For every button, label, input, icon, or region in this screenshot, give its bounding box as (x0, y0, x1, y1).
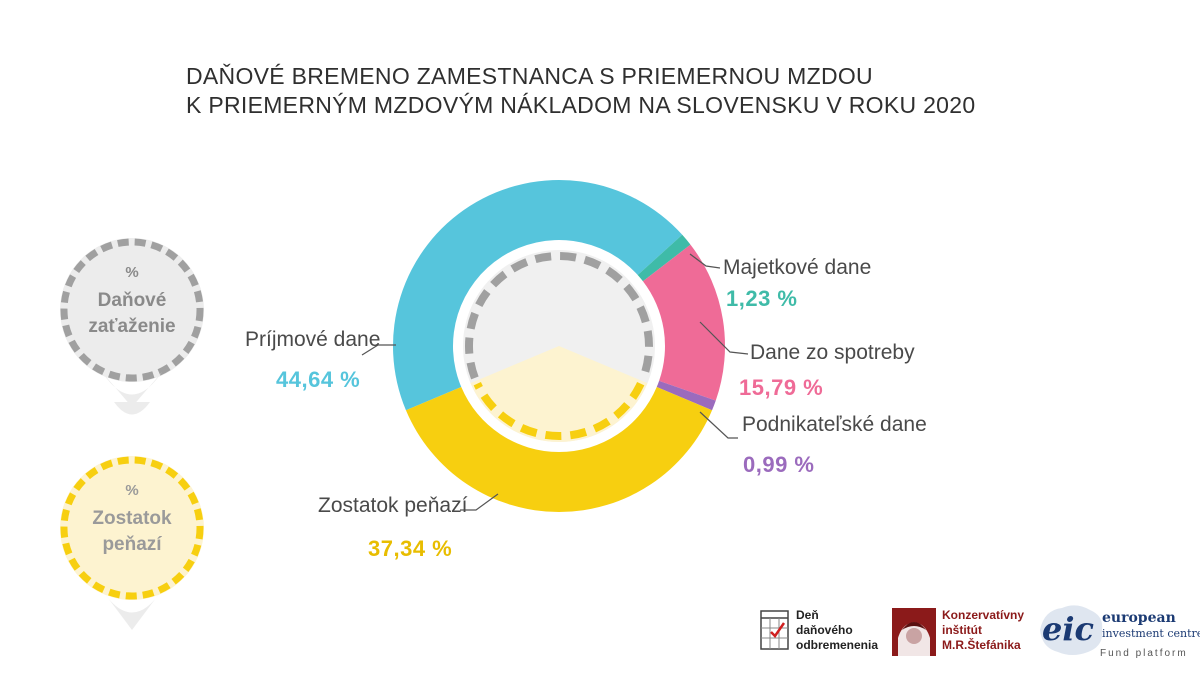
donut-slice-1 (637, 234, 691, 282)
slice-label-prijmove-dane: Príjmové dane (245, 328, 381, 351)
remainder-pin-shape (60, 456, 204, 630)
slice-label-dane-zo-spotreby: Dane zo spotreby (750, 341, 915, 364)
slice-label-podnikatelske-dane: Podnikateľské dane (742, 413, 927, 436)
slice-value-prijmove-dane: 44,64 % (276, 367, 361, 392)
remainder-pin-line-1: Zostatok (92, 508, 172, 529)
donut-slice-3 (656, 380, 716, 411)
slice-label-zostatok-penazi: Zostatok peňazí (318, 494, 468, 517)
donut-center-remainder-wedge (470, 346, 648, 443)
donut-slice-0 (393, 180, 683, 411)
den-logo-text: Deň daňového odbremenenia (796, 608, 878, 653)
tax-burden-pin-text: % Daňové zaťaženie (52, 260, 212, 340)
slice-value-dane-zo-spotreby: 15,79 % (739, 375, 824, 400)
kims-logo-text: Konzervatívny inštitút M.R.Štefánika (942, 608, 1024, 653)
kims-logo-line-3: M.R.Štefánika (942, 638, 1021, 652)
den-logo-line-1: Deň (796, 608, 819, 622)
kims-logo-line-1: Konzervatívny (942, 608, 1025, 622)
remainder-dashed-ring (473, 382, 645, 440)
eic-logo-tagline: Fund platform (1100, 648, 1188, 659)
tax-dashed-ring (465, 252, 653, 380)
chart-title: DAŇOVÉ BREMENO ZAMESTNANCA S PRIEMERNOU … (186, 62, 975, 120)
leader-majetkove-dane (689, 253, 721, 269)
calendar-check-icon (760, 610, 789, 650)
slice-value-podnikatelske-dane: 0,99 % (743, 452, 815, 477)
remainder-pin-percent: % (125, 482, 139, 499)
remainder-pin-line-2: peňazí (102, 534, 162, 555)
kims-portrait-icon (892, 608, 936, 656)
leader-zostatok-penazi (460, 493, 499, 511)
chart-title-line-1: DAŇOVÉ BREMENO ZAMESTNANCA S PRIEMERNOU … (186, 63, 873, 89)
logos-footer: Deň daňového odbremenenia Konzervatívny … (760, 600, 1200, 674)
kims-logo-line-2: inštitút (942, 623, 982, 637)
leader-dane-zo-spotreby (699, 321, 749, 355)
leader-prijmove-dane (361, 344, 396, 356)
donut-slice-2 (642, 244, 725, 401)
eic-logo-text: european investment centre (1102, 610, 1200, 642)
eic-logo-mark: eic (1042, 610, 1094, 648)
europe-map-icon (1040, 605, 1103, 655)
eic-logo-line-1: european (1102, 610, 1176, 626)
leader-podnikatelske-dane (699, 411, 738, 439)
slice-value-majetkove-dane: 1,23 % (726, 286, 798, 311)
tax-burden-pin-line-1: Daňové (97, 290, 167, 311)
tax-burden-pin-line-2: zaťaženie (88, 316, 176, 337)
slice-label-majetkove-dane: Majetkové dane (723, 256, 872, 279)
donut-slice-4 (405, 387, 713, 512)
chart-title-line-2: K PRIEMERNÝM MZDOVÝM NÁKLADOM NA SLOVENS… (186, 92, 976, 118)
den-logo-line-3: odbremenenia (796, 638, 879, 652)
tax-burden-pin-percent: % (125, 264, 139, 281)
eic-logo-line-2: investment centre (1102, 627, 1200, 640)
den-logo-line-2: daňového (796, 623, 853, 637)
slice-value-zostatok-penazi: 37,34 % (368, 536, 453, 561)
tax-burden-pin-shape (60, 238, 204, 415)
remainder-pin-text: % Zostatok peňazí (52, 478, 212, 558)
remainder-pin: % Zostatok peňazí (52, 440, 212, 640)
tax-burden-pin: % Daňové zaťaženie (52, 222, 212, 422)
